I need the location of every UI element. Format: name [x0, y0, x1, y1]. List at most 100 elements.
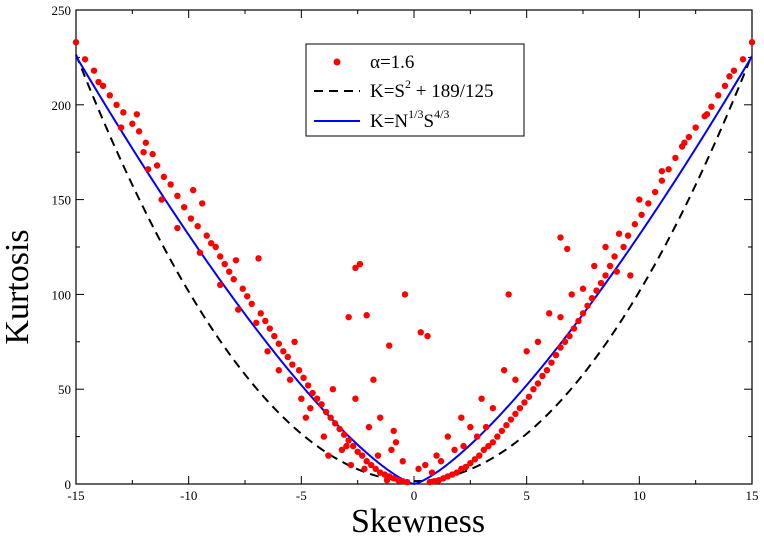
- data-point: [721, 82, 729, 90]
- legend-marker-dot: [333, 58, 341, 66]
- data-point: [597, 279, 605, 287]
- legend-label: α=1.6: [370, 52, 414, 73]
- data-point: [377, 414, 384, 421]
- legend-label: K=S2 + 189/125: [370, 77, 494, 102]
- data-point: [235, 306, 242, 313]
- data-point: [318, 401, 325, 408]
- data-point: [325, 452, 332, 459]
- data-point: [345, 437, 352, 444]
- data-point: [692, 124, 699, 131]
- data-point: [189, 186, 197, 194]
- data-point: [424, 332, 431, 340]
- y-tick-label: 150: [52, 193, 72, 208]
- data-point: [266, 325, 273, 332]
- data-point: [566, 332, 573, 340]
- data-point: [564, 245, 571, 253]
- data-point: [437, 458, 445, 465]
- data-point: [458, 414, 465, 421]
- data-point: [388, 446, 395, 454]
- data-point: [167, 181, 174, 188]
- x-tick-label: 15: [746, 488, 759, 503]
- data-point: [665, 166, 672, 173]
- y-tick-label: 100: [52, 287, 72, 302]
- data-point: [153, 162, 161, 169]
- data-point: [593, 287, 600, 294]
- data-point: [194, 222, 201, 230]
- data-point: [433, 452, 440, 459]
- data-point: [327, 414, 334, 421]
- data-point: [347, 461, 355, 469]
- data-point: [203, 232, 210, 239]
- data-point: [135, 128, 143, 135]
- data-point: [187, 215, 195, 222]
- data-point: [467, 423, 474, 431]
- data-point: [300, 374, 307, 382]
- data-point: [208, 240, 215, 247]
- data-point: [120, 109, 127, 116]
- data-point: [588, 294, 596, 302]
- data-point: [539, 372, 546, 380]
- data-point: [500, 367, 508, 374]
- data-point: [284, 353, 292, 361]
- x-tick-label: -15: [67, 488, 84, 503]
- data-point: [730, 67, 738, 74]
- data-point: [615, 230, 623, 237]
- data-point: [90, 67, 98, 74]
- data-point: [129, 120, 136, 127]
- x-tick-label: 5: [523, 488, 530, 503]
- x-tick-label: 0: [411, 488, 418, 503]
- data-point: [212, 243, 219, 251]
- data-point: [422, 461, 429, 469]
- y-axis-ticks: 0 50 100 150 200 250: [52, 3, 752, 492]
- data-point: [568, 291, 575, 298]
- data-point: [361, 465, 368, 473]
- data-point: [415, 465, 422, 473]
- data-point: [458, 465, 465, 473]
- data-point: [291, 338, 298, 345]
- data-point: [552, 351, 560, 359]
- data-point: [471, 456, 479, 463]
- data-point: [262, 317, 269, 325]
- data-point: [280, 348, 287, 355]
- data-point: [349, 442, 357, 450]
- data-point: [196, 249, 204, 256]
- data-point: [286, 376, 294, 383]
- data-point: [546, 310, 553, 317]
- data-point: [498, 427, 506, 435]
- data-point: [386, 342, 393, 349]
- data-point: [451, 446, 458, 454]
- data-point: [295, 367, 303, 374]
- data-point: [460, 442, 467, 450]
- data-point: [602, 243, 609, 251]
- data-point: [174, 192, 181, 200]
- data-point: [631, 221, 639, 228]
- data-point: [613, 268, 620, 275]
- data-point: [534, 380, 542, 387]
- data-point: [602, 272, 609, 279]
- data-point: [685, 133, 693, 141]
- data-point: [352, 395, 359, 402]
- data-point: [512, 410, 519, 418]
- data-point: [748, 39, 756, 46]
- data-point: [591, 262, 598, 270]
- data-point: [489, 439, 497, 446]
- data-point: [133, 111, 141, 118]
- data-point: [221, 260, 228, 268]
- data-point: [715, 92, 722, 99]
- data-point: [180, 203, 188, 211]
- data-point: [340, 431, 348, 438]
- data-point: [703, 111, 711, 118]
- data-point: [354, 448, 361, 455]
- data-point: [275, 367, 282, 374]
- dashed-curve: [75, 54, 753, 483]
- data-point: [356, 260, 364, 268]
- data-point: [383, 477, 391, 484]
- data-point: [370, 376, 377, 383]
- data-point: [467, 459, 474, 467]
- data-point: [253, 319, 260, 327]
- data-point: [584, 302, 591, 309]
- data-point: [482, 423, 490, 431]
- data-point: [478, 395, 485, 402]
- data-point: [140, 149, 147, 156]
